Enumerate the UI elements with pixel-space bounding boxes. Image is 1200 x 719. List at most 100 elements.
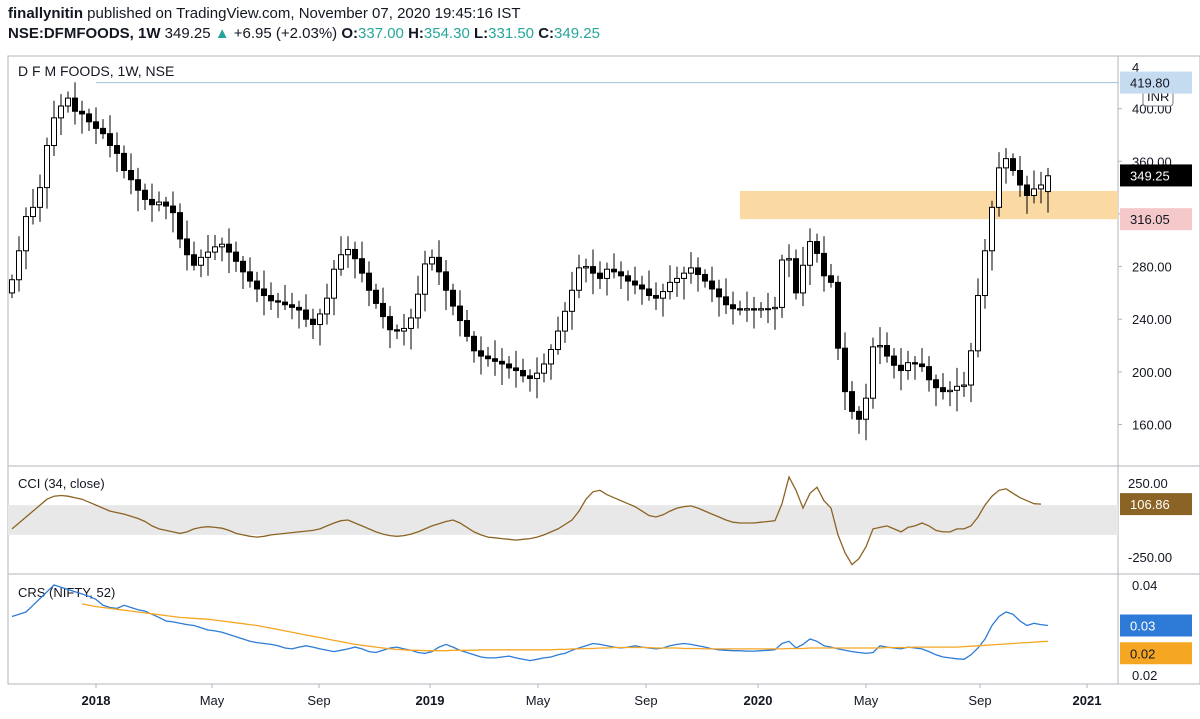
candle bbox=[961, 371, 967, 397]
author-name[interactable]: finallynitin bbox=[8, 5, 83, 22]
candle-body bbox=[702, 273, 708, 282]
candle bbox=[814, 233, 820, 263]
candle bbox=[128, 153, 134, 195]
cci-last-label-box bbox=[1120, 493, 1192, 516]
candle bbox=[968, 342, 974, 403]
candle bbox=[982, 238, 988, 309]
candle-body bbox=[898, 364, 904, 372]
candle-body bbox=[338, 254, 344, 270]
candle-body bbox=[107, 133, 113, 146]
candle bbox=[863, 383, 869, 441]
cci-pane[interactable]: CCI (34, close) 250.00 -250.00 106.86 bbox=[8, 475, 1192, 566]
symbol-name[interactable]: NSE:DFMFOODS, 1W bbox=[8, 25, 161, 42]
candle bbox=[744, 291, 750, 322]
resistance-price-label-text: 419.80 bbox=[1130, 76, 1170, 91]
candle-body bbox=[9, 279, 15, 294]
candle-body bbox=[1017, 170, 1023, 186]
candle-body bbox=[534, 372, 540, 379]
candle bbox=[72, 82, 78, 125]
candle-body bbox=[331, 268, 337, 299]
candle-body bbox=[198, 256, 204, 266]
candle bbox=[856, 406, 862, 434]
candle-body bbox=[233, 251, 239, 262]
candle bbox=[331, 260, 337, 316]
crs-title: CRS (NIFTY, 52) bbox=[18, 585, 115, 600]
candle bbox=[660, 283, 666, 317]
candle bbox=[639, 275, 645, 305]
candle-body bbox=[86, 113, 92, 123]
candle-body bbox=[856, 410, 862, 420]
candle-body bbox=[618, 271, 624, 277]
candle bbox=[842, 332, 848, 411]
candle-body bbox=[394, 329, 400, 332]
candle bbox=[1017, 156, 1023, 197]
candle-body bbox=[576, 267, 582, 291]
candle bbox=[884, 332, 890, 363]
candle bbox=[737, 300, 743, 316]
candle bbox=[275, 292, 281, 318]
candle bbox=[499, 348, 505, 386]
candle bbox=[562, 302, 568, 343]
candle-body bbox=[72, 97, 78, 112]
candle bbox=[1038, 171, 1044, 204]
price-pane[interactable]: D F M FOODS, 1W, NSE 160.00 200.00 240.00 28… bbox=[9, 60, 1193, 441]
candle-body bbox=[919, 363, 925, 368]
candle-body bbox=[170, 205, 176, 214]
candle-body bbox=[604, 268, 610, 279]
candle-body bbox=[30, 206, 36, 218]
candle-body bbox=[16, 250, 22, 281]
close-label: C: bbox=[538, 25, 555, 42]
candle bbox=[730, 291, 736, 325]
candle-body bbox=[744, 308, 750, 311]
candle bbox=[121, 145, 127, 179]
price-pane-title: D F M FOODS, 1W, NSE bbox=[18, 63, 174, 79]
candle bbox=[268, 282, 274, 311]
candle-body bbox=[401, 327, 407, 332]
candle-body bbox=[352, 248, 358, 260]
candle bbox=[51, 100, 57, 157]
candle bbox=[590, 249, 596, 295]
candle-body bbox=[751, 308, 757, 311]
candle bbox=[800, 246, 806, 307]
candle-body bbox=[65, 97, 71, 107]
time-axis[interactable]: 2018 May Sep 2019 May Sep 2020 May Sep 2021 bbox=[82, 684, 1102, 708]
candle bbox=[93, 107, 99, 145]
candle bbox=[597, 261, 603, 289]
candle-body bbox=[639, 284, 645, 290]
candle-body bbox=[884, 345, 890, 357]
candle bbox=[79, 100, 85, 134]
chart-canvas[interactable]: D F M FOODS, 1W, NSE 160.00 200.00 240.00 28… bbox=[0, 48, 1200, 719]
crs-last-label-text: 0.03 bbox=[1130, 619, 1155, 634]
candle bbox=[401, 313, 407, 346]
open-label: O: bbox=[341, 25, 359, 42]
candle-body bbox=[723, 296, 729, 306]
candle bbox=[954, 367, 960, 412]
candle bbox=[534, 357, 540, 399]
published-text: published on TradingView.com, November 0… bbox=[87, 5, 521, 22]
candle-body bbox=[51, 117, 57, 146]
candle-body bbox=[681, 272, 687, 279]
candle bbox=[170, 191, 176, 233]
cci-band bbox=[8, 505, 1118, 535]
candle bbox=[849, 381, 855, 420]
candle bbox=[947, 381, 953, 407]
candle bbox=[450, 283, 456, 316]
candle-body bbox=[114, 144, 120, 154]
candle-body bbox=[863, 397, 869, 420]
candle bbox=[156, 191, 162, 212]
candle-body bbox=[961, 384, 967, 387]
crs-pane[interactable]: CRS (NIFTY, 52) 0.04 0.02 0.03 0.02 bbox=[11, 578, 1192, 683]
candle-body bbox=[135, 179, 141, 191]
candle-body bbox=[513, 367, 519, 372]
candle bbox=[919, 348, 925, 372]
last-price: 349.25 bbox=[164, 25, 211, 42]
candle-body bbox=[716, 288, 722, 298]
candle bbox=[772, 296, 778, 330]
candle bbox=[520, 358, 526, 383]
candle-body bbox=[303, 309, 309, 320]
time-tick-label: 2021 bbox=[1073, 693, 1102, 708]
candle bbox=[604, 262, 610, 296]
candle bbox=[779, 254, 785, 318]
candle-body bbox=[520, 370, 526, 377]
candle bbox=[44, 137, 50, 209]
